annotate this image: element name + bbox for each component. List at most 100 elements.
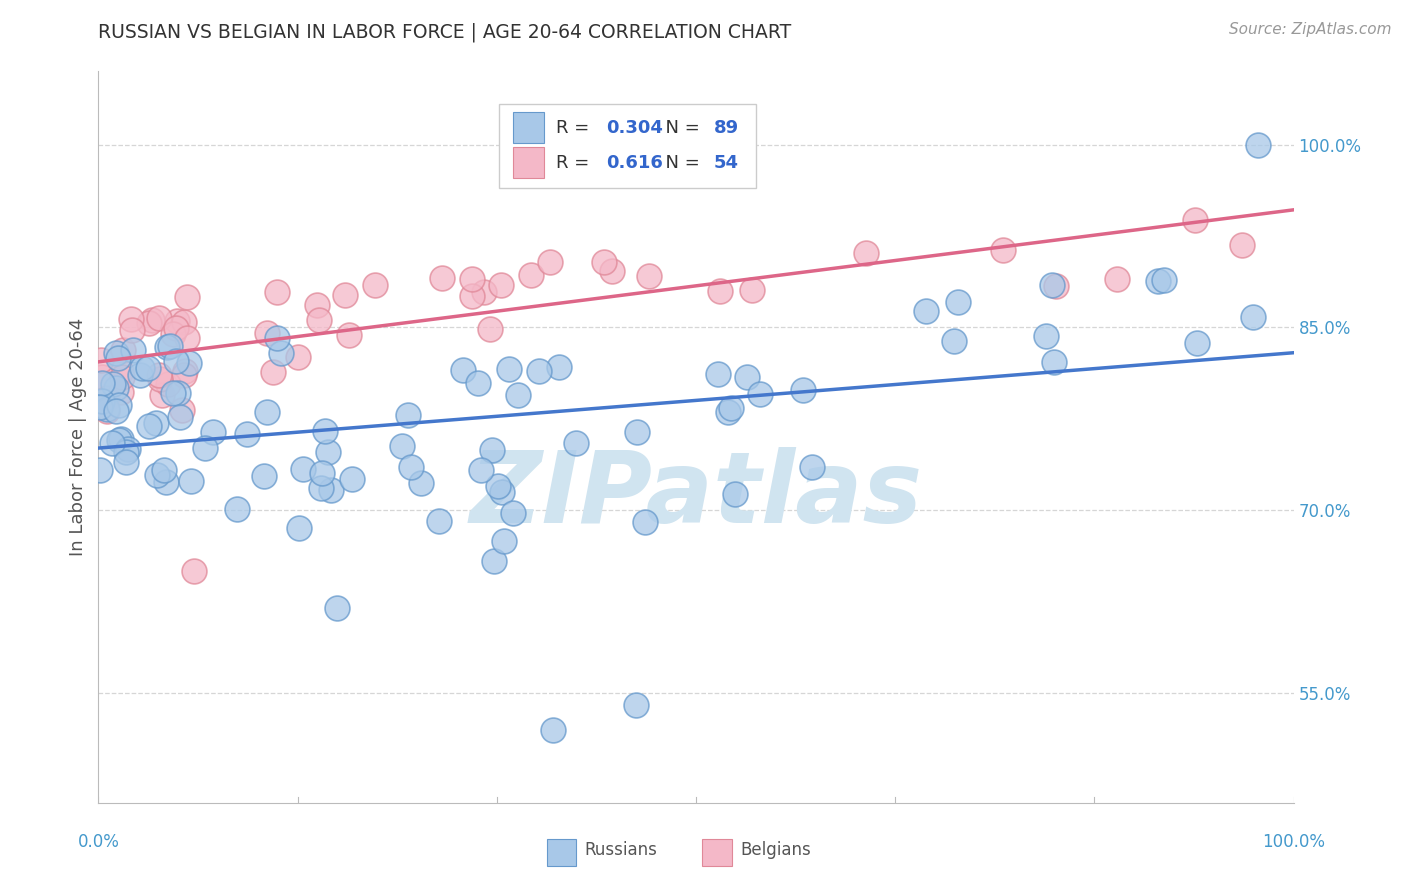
Point	[270, 346, 292, 360]
Point	[520, 268, 543, 282]
Point	[96, 401, 118, 416]
Point	[720, 401, 742, 415]
Point	[146, 467, 169, 482]
Point	[266, 285, 288, 299]
Point	[741, 283, 763, 297]
Point	[96, 404, 118, 418]
Point	[176, 331, 198, 345]
Point	[308, 313, 330, 327]
Point	[993, 243, 1015, 257]
Point	[1185, 335, 1208, 350]
Point	[110, 369, 132, 384]
Point	[637, 269, 659, 284]
Point	[115, 455, 138, 469]
Point	[527, 364, 550, 378]
Point	[467, 376, 489, 390]
Point	[1040, 278, 1063, 293]
Text: R =: R =	[557, 153, 595, 172]
Point	[107, 351, 129, 366]
Point	[1107, 272, 1129, 286]
Point	[391, 439, 413, 453]
Y-axis label: In Labor Force | Age 20-64: In Labor Force | Age 20-64	[69, 318, 87, 557]
Point	[486, 479, 509, 493]
Point	[1147, 274, 1170, 288]
Point	[399, 460, 422, 475]
Point	[138, 418, 160, 433]
Point	[148, 311, 170, 326]
Point	[96, 392, 118, 406]
Point	[122, 343, 145, 357]
Point	[593, 255, 616, 269]
Point	[326, 600, 349, 615]
Point	[288, 521, 311, 535]
Point	[855, 245, 877, 260]
Point	[120, 311, 142, 326]
Point	[309, 481, 332, 495]
Point	[100, 436, 122, 450]
Point	[314, 424, 336, 438]
Point	[498, 361, 520, 376]
Point	[226, 502, 249, 516]
Point	[491, 484, 513, 499]
Text: 89: 89	[714, 119, 740, 136]
Point	[266, 331, 288, 345]
Point	[1184, 213, 1206, 227]
Point	[474, 285, 496, 299]
Point	[141, 312, 163, 326]
Point	[193, 442, 215, 456]
Point	[159, 339, 181, 353]
Point	[942, 334, 965, 348]
Text: Belgians: Belgians	[740, 841, 811, 859]
Point	[340, 472, 363, 486]
Point	[162, 386, 184, 401]
Point	[162, 326, 184, 341]
Point	[256, 404, 278, 418]
Point	[131, 360, 153, 375]
Text: Russians: Russians	[585, 841, 658, 859]
Point	[121, 322, 143, 336]
Text: 100.0%: 100.0%	[1263, 833, 1324, 851]
Text: ZIPatlas: ZIPatlas	[470, 447, 922, 544]
FancyBboxPatch shape	[702, 838, 733, 866]
Point	[155, 475, 177, 489]
Point	[115, 445, 138, 459]
Point	[155, 340, 177, 354]
Point	[169, 409, 191, 424]
Point	[915, 304, 938, 318]
Point	[396, 408, 419, 422]
Point	[626, 698, 648, 713]
Point	[800, 459, 823, 474]
Point	[723, 486, 745, 500]
Point	[150, 388, 173, 402]
Point	[104, 381, 127, 395]
Point	[91, 376, 114, 391]
Point	[316, 445, 339, 459]
Point	[165, 353, 187, 368]
Point	[165, 321, 187, 335]
Point	[337, 328, 360, 343]
Point	[1042, 355, 1064, 369]
Point	[253, 469, 276, 483]
Point	[104, 346, 127, 360]
Point	[91, 394, 114, 409]
Point	[236, 426, 259, 441]
Point	[176, 290, 198, 304]
FancyBboxPatch shape	[513, 112, 544, 143]
Point	[461, 272, 484, 286]
FancyBboxPatch shape	[499, 104, 756, 188]
Text: 0.616: 0.616	[606, 153, 664, 172]
Point	[492, 534, 515, 549]
Point	[108, 398, 131, 412]
Point	[262, 365, 284, 379]
Point	[173, 364, 195, 378]
Point	[1035, 329, 1057, 343]
Point	[292, 461, 315, 475]
Point	[148, 368, 170, 382]
Point	[946, 294, 969, 309]
FancyBboxPatch shape	[547, 838, 576, 866]
Point	[307, 298, 329, 312]
Point	[737, 370, 759, 384]
Point	[409, 476, 432, 491]
Text: 54: 54	[714, 153, 740, 172]
Point	[201, 425, 224, 439]
